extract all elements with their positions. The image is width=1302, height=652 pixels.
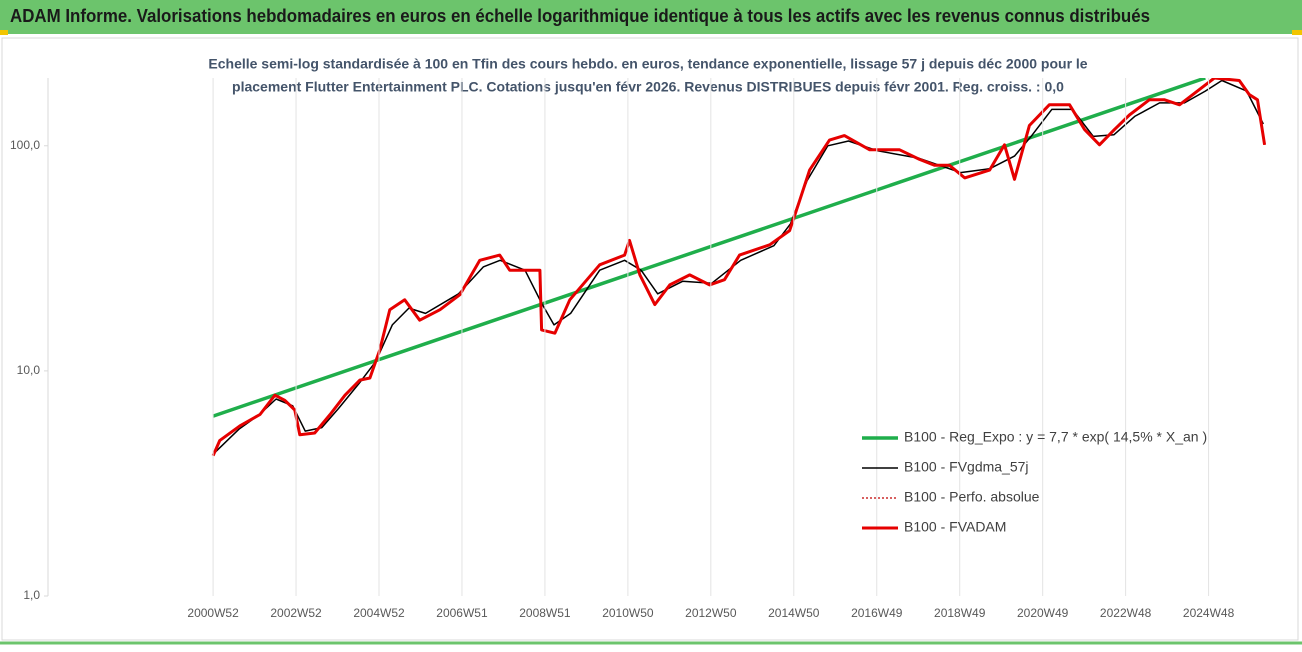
y-tick-label: 10,0 xyxy=(17,363,41,377)
y-tick-label: 1,0 xyxy=(23,588,40,602)
x-tick-label: 2018W49 xyxy=(934,606,986,620)
x-tick-label: 2022W48 xyxy=(1100,606,1152,620)
x-tick-label: 2020W49 xyxy=(1017,606,1069,620)
subtitle: placement Flutter Entertainment PLC. Cot… xyxy=(232,79,1064,95)
legend-label: B100 - Reg_Expo : y = 7,7 * exp( 14,5% *… xyxy=(904,429,1207,445)
x-tick-label: 2000W52 xyxy=(187,606,239,620)
x-tick-label: 2004W52 xyxy=(353,606,405,620)
x-tick-label: 2008W51 xyxy=(519,606,571,620)
subtitle: Echelle semi-log standardisée à 100 en T… xyxy=(208,56,1087,72)
x-tick-label: 2016W49 xyxy=(851,606,903,620)
header-bar xyxy=(0,0,1302,34)
chart-frame xyxy=(1,37,1299,641)
series-line xyxy=(212,78,1206,418)
x-tick-label: 2006W51 xyxy=(436,606,488,620)
x-tick-label: 2010W50 xyxy=(602,606,654,620)
legend-label: B100 - Perfo. absolue xyxy=(904,489,1040,505)
x-tick-label: 2002W52 xyxy=(270,606,322,620)
plot-area xyxy=(211,78,1267,457)
header-corner xyxy=(0,30,8,35)
chart-title: ADAM Informe. Valorisations hebdomadaire… xyxy=(10,6,1150,26)
legend-label: B100 - FVgdma_57j xyxy=(904,459,1029,475)
series-line xyxy=(211,78,1267,457)
header-corner xyxy=(1292,30,1302,35)
x-tick-label: 2014W50 xyxy=(768,606,820,620)
y-tick-label: 100,0 xyxy=(10,138,40,152)
legend-label: B100 - FVADAM xyxy=(904,519,1006,535)
x-tick-label: 2012W50 xyxy=(685,606,737,620)
x-tick-label: 2024W48 xyxy=(1183,606,1235,620)
